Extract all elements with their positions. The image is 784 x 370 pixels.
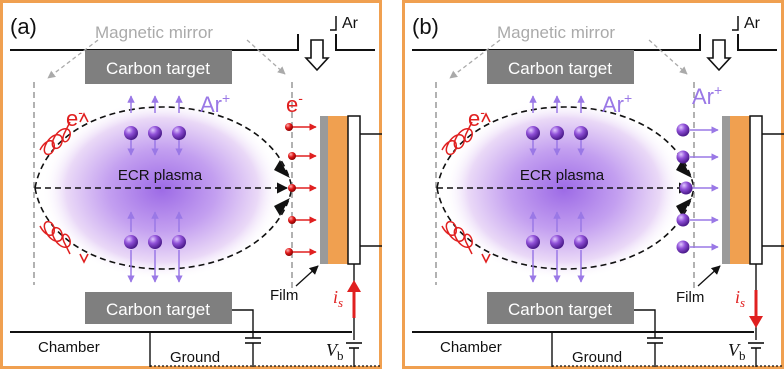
ground-label: Ground [170,349,220,366]
current-label: is [333,287,343,310]
top-target-label: Carbon target [508,59,612,78]
ground-label: Ground [572,349,622,366]
ion-label: Ar+ [602,90,632,117]
bias-label: Vb [326,340,344,363]
film-label: Film [676,289,704,306]
panel-label: (b) [412,14,439,39]
panel-a: (a) Magnetic mirror Ar Carbon target Car… [2,2,383,368]
film-label: Film [270,287,298,304]
bias-label: Vb [728,340,746,363]
magnetic-mirror-label: Magnetic mirror [497,23,615,42]
chamber-label: Chamber [38,339,100,356]
panel-label: (a) [10,14,37,39]
ion-label: Ar+ [200,90,230,117]
current-label: is [735,287,745,310]
plasma-label: ECR plasma [118,167,203,184]
gas-label: Ar [342,15,359,32]
electron-label: e- [468,104,485,131]
gas-label: Ar [744,15,761,32]
electron-label: e- [66,104,83,131]
substrate-particle-label: Ar+ [692,82,722,109]
plasma-label: ECR plasma [520,167,605,184]
magnetic-mirror-label: Magnetic mirror [95,23,213,42]
top-target-label: Carbon target [106,59,210,78]
substrate-particle-label: e- [286,90,303,117]
bottom-target-label: Carbon target [106,300,210,319]
panel-b: (b) Magnetic mirror Ar Carbon target Car… [404,2,784,368]
chamber-label: Chamber [440,339,502,356]
bottom-target-label: Carbon target [508,300,612,319]
